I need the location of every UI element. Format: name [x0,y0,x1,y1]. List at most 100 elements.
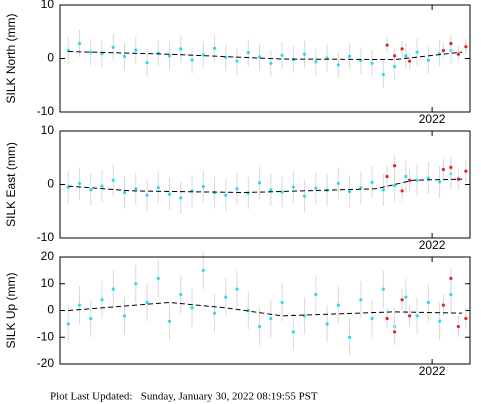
data-point [269,61,273,65]
data-point [179,292,183,297]
data-point [257,324,262,329]
data-point [408,59,412,63]
y-tick-label: 10 [41,0,55,11]
data-point [257,181,262,185]
data-point [89,50,93,54]
data-point [449,41,453,46]
data-point [122,54,127,58]
data-point [441,303,445,307]
data-point [179,196,183,200]
y-tick-label: 10 [41,123,55,137]
data-point [291,330,295,334]
data-point [404,174,408,179]
data-point [370,316,374,321]
y-tick-label: -20 [37,356,55,370]
y-tick-label: -10 [37,230,55,244]
data-point [190,58,194,62]
data-point [347,189,352,194]
data-point [122,190,127,195]
trend-line [68,178,463,194]
data-point [464,316,468,321]
data-point [359,298,363,302]
data-point [77,41,82,46]
data-point [145,61,149,65]
footer: Plot Last Updated: Sunday, January 30, 2… [50,391,318,403]
data-point [385,174,389,179]
data-point [134,282,138,286]
x-tick-label: 2022 [419,364,446,378]
data-point [456,52,460,56]
data-point [404,54,408,58]
data-point [408,178,412,182]
data-point [314,60,318,64]
data-point [66,322,70,326]
data-point [134,187,138,191]
data-point [381,188,385,192]
data-point [426,176,430,180]
data-point [456,177,460,181]
data-point [381,287,385,291]
data-point [134,48,138,52]
data-point [449,292,453,297]
plot-frame [59,130,471,239]
data-point [156,186,160,190]
data-point [224,295,228,299]
data-point [393,330,397,334]
data-point [404,295,408,299]
data-point [111,178,115,182]
data-point [235,59,239,63]
data-point [370,61,374,65]
data-point [456,324,460,329]
data-point [100,298,104,302]
data-point [426,300,430,305]
data-point [77,181,82,186]
data-point [246,51,250,55]
x-tick-label: 2022 [419,238,446,252]
y-axis-label: SILK East (mm) [4,142,18,227]
data-point [145,193,149,197]
data-point [415,314,419,318]
data-point [408,314,412,318]
data-point [167,192,172,196]
data-point [212,46,217,50]
data-point [100,184,104,188]
data-point [336,63,340,67]
data-point [359,186,363,190]
data-point [201,268,205,272]
data-point [111,45,115,49]
data-point [347,335,352,339]
y-tick-label: -10 [37,329,55,343]
data-point [235,187,239,191]
data-point [314,186,318,190]
data-point [449,276,453,280]
y-tick-label: -10 [37,104,55,118]
data-point [280,190,284,194]
data-point [400,298,404,302]
data-point [179,47,183,51]
data-point [291,185,295,189]
data-point [111,287,115,291]
data-point [302,194,307,198]
y-tick-label: 0 [47,177,54,191]
y-tick-label: 20 [41,249,55,263]
data-point [438,319,442,323]
plot-frame [59,256,471,365]
y-axis-label: SILK Up (mm) [4,272,18,348]
data-point [167,54,172,58]
trend-line [68,51,463,61]
data-point [89,316,93,321]
data-point [426,58,430,62]
data-point [393,164,397,168]
data-point [393,54,397,58]
data-point [336,303,340,307]
data-point [201,185,205,189]
data-point [302,52,307,56]
data-point [224,193,228,197]
plot-frame [59,4,471,113]
data-point [212,311,217,315]
y-tick-label: 10 [41,276,55,290]
data-point [77,303,82,307]
data-point [415,50,419,54]
data-point [280,300,284,305]
